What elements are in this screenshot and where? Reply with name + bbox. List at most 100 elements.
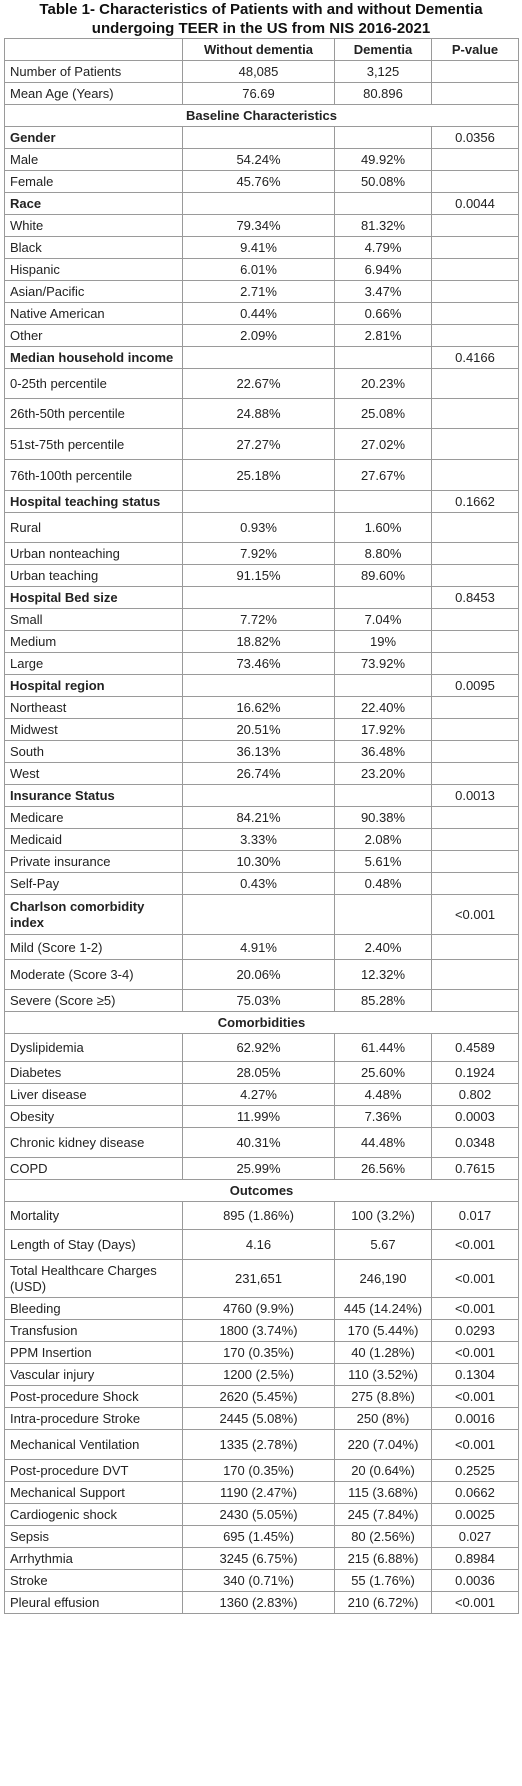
p-value: 0.1304	[431, 1363, 519, 1386]
table-row: South 36.13% 36.48%	[4, 740, 519, 763]
table-row: Male 54.24% 49.92%	[4, 148, 519, 171]
table-row: 51st-75th percentile 27.27% 27.02%	[4, 428, 519, 460]
p-value: 0.0293	[431, 1319, 519, 1342]
dementia-value: 4.79%	[334, 236, 432, 259]
p-value	[431, 459, 519, 491]
p-value: 0.0348	[431, 1127, 519, 1158]
header-label-cell	[4, 38, 183, 61]
table-row: Hispanic 6.01% 6.94%	[4, 258, 519, 281]
dementia-value: 6.94%	[334, 258, 432, 281]
row-label: Urban nonteaching	[4, 542, 183, 565]
p-value: 0.7615	[431, 1157, 519, 1180]
row-label: Male	[4, 148, 183, 171]
dementia-value: 215 (6.88%)	[334, 1547, 432, 1570]
row-label: Intra-procedure Stroke	[4, 1407, 183, 1430]
dementia-value: 26.56%	[334, 1157, 432, 1180]
without-dementia-value: 28.05%	[182, 1061, 335, 1084]
dementia-value	[334, 586, 432, 609]
without-dementia-value: 895 (1.86%)	[182, 1201, 335, 1230]
dementia-value: 115 (3.68%)	[334, 1481, 432, 1504]
dementia-value: 19%	[334, 630, 432, 653]
header-dementia: Dementia	[334, 38, 432, 61]
row-label: Length of Stay (Days)	[4, 1229, 183, 1260]
table-row: Vascular injury 1200 (2.5%) 110 (3.52%) 0.1…	[4, 1363, 519, 1386]
without-dementia-value: 170 (0.35%)	[182, 1341, 335, 1364]
without-dementia-value: 4.91%	[182, 934, 335, 960]
dementia-value: 110 (3.52%)	[334, 1363, 432, 1386]
without-dementia-value	[182, 894, 335, 935]
dementia-value: 80.896	[334, 82, 432, 105]
row-label: Asian/Pacific	[4, 280, 183, 303]
dementia-value: 27.67%	[334, 459, 432, 491]
section-header-row: Outcomes	[4, 1179, 519, 1202]
table-row: Urban teaching 91.15% 89.60%	[4, 564, 519, 587]
without-dementia-value: 4760 (9.9%)	[182, 1297, 335, 1320]
p-value	[431, 959, 519, 990]
p-value: 0.0356	[431, 126, 519, 149]
dementia-value: 40 (1.28%)	[334, 1341, 432, 1364]
row-label: Large	[4, 652, 183, 675]
dementia-value	[334, 894, 432, 935]
table-row: Self-Pay 0.43% 0.48%	[4, 872, 519, 895]
row-label: Cardiogenic shock	[4, 1503, 183, 1526]
p-value: 0.8453	[431, 586, 519, 609]
header-p-value: P-value	[431, 38, 519, 61]
row-label: Race	[4, 192, 183, 215]
p-value	[431, 872, 519, 895]
without-dementia-value: 91.15%	[182, 564, 335, 587]
without-dementia-value	[182, 674, 335, 697]
p-value	[431, 148, 519, 171]
p-value: 0.802	[431, 1083, 519, 1106]
without-dementia-value: 4.27%	[182, 1083, 335, 1106]
row-label: Medium	[4, 630, 183, 653]
p-value: 0.2525	[431, 1459, 519, 1482]
table-row: Northeast 16.62% 22.40%	[4, 696, 519, 719]
row-label: Liver disease	[4, 1083, 183, 1106]
row-label: Self-Pay	[4, 872, 183, 895]
table-row: Total Healthcare Charges (USD) 231,651 246…	[4, 1259, 519, 1298]
table-row: Dyslipidemia 62.92% 61.44% 0.4589	[4, 1033, 519, 1062]
row-label: Stroke	[4, 1569, 183, 1592]
without-dementia-value: 18.82%	[182, 630, 335, 653]
p-value: 0.4589	[431, 1033, 519, 1062]
dementia-value: 20 (0.64%)	[334, 1459, 432, 1482]
dementia-value: 2.08%	[334, 828, 432, 851]
dementia-value: 170 (5.44%)	[334, 1319, 432, 1342]
row-label: Mortality	[4, 1201, 183, 1230]
group-header-row: Hospital Bed size 0.8453	[4, 586, 519, 609]
without-dementia-value: 76.69	[182, 82, 335, 105]
p-value	[431, 82, 519, 105]
without-dementia-value	[182, 126, 335, 149]
p-value: <0.001	[431, 1385, 519, 1408]
table-row: Black 9.41% 4.79%	[4, 236, 519, 259]
table-row: West 26.74% 23.20%	[4, 762, 519, 785]
table-row: Sepsis 695 (1.45%) 80 (2.56%) 0.027	[4, 1525, 519, 1548]
row-label: PPM Insertion	[4, 1341, 183, 1364]
dementia-value	[334, 490, 432, 513]
p-value	[431, 236, 519, 259]
row-label: Transfusion	[4, 1319, 183, 1342]
table-row: Rural 0.93% 1.60%	[4, 512, 519, 543]
p-value	[431, 718, 519, 741]
p-value	[431, 542, 519, 565]
without-dementia-value: 2620 (5.45%)	[182, 1385, 335, 1408]
dementia-value: 23.20%	[334, 762, 432, 785]
without-dementia-value: 7.92%	[182, 542, 335, 565]
without-dementia-value: 170 (0.35%)	[182, 1459, 335, 1482]
table-row: Post-procedure Shock 2620 (5.45%) 275 (8.8…	[4, 1385, 519, 1408]
row-label: Mean Age (Years)	[4, 82, 183, 105]
dementia-value: 250 (8%)	[334, 1407, 432, 1430]
row-label: Small	[4, 608, 183, 631]
p-value	[431, 762, 519, 785]
p-value	[431, 740, 519, 763]
group-header-row: Gender 0.0356	[4, 126, 519, 149]
without-dementia-value: 2.71%	[182, 280, 335, 303]
dementia-value: 90.38%	[334, 806, 432, 829]
p-value: <0.001	[431, 1259, 519, 1298]
row-label: Chronic kidney disease	[4, 1127, 183, 1158]
dementia-value: 0.48%	[334, 872, 432, 895]
p-value: 0.0013	[431, 784, 519, 807]
without-dementia-value: 73.46%	[182, 652, 335, 675]
row-label: Median household income	[4, 346, 183, 369]
row-label: Arrhythmia	[4, 1547, 183, 1570]
